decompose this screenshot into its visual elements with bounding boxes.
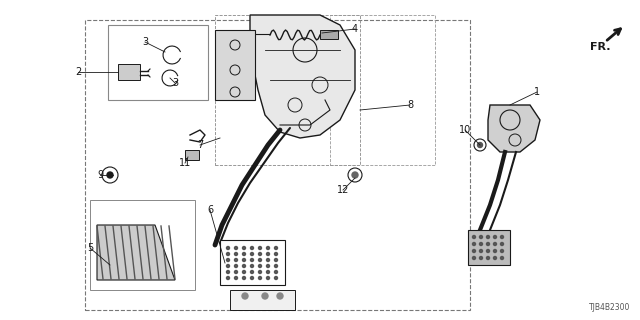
Text: 5: 5 xyxy=(87,243,93,253)
Circle shape xyxy=(266,259,269,261)
Circle shape xyxy=(275,246,278,250)
Circle shape xyxy=(486,257,490,260)
Circle shape xyxy=(227,259,230,261)
Circle shape xyxy=(250,259,253,261)
Circle shape xyxy=(227,265,230,268)
Circle shape xyxy=(259,246,262,250)
Circle shape xyxy=(227,252,230,255)
Text: 2: 2 xyxy=(75,67,81,77)
Text: TJB4B2300: TJB4B2300 xyxy=(589,303,630,312)
Circle shape xyxy=(250,252,253,255)
Circle shape xyxy=(250,276,253,279)
Circle shape xyxy=(250,265,253,268)
Circle shape xyxy=(243,259,246,261)
Circle shape xyxy=(500,236,504,238)
Circle shape xyxy=(259,259,262,261)
Circle shape xyxy=(234,252,237,255)
Circle shape xyxy=(107,172,113,178)
Circle shape xyxy=(234,276,237,279)
Circle shape xyxy=(243,246,246,250)
Bar xyxy=(90,200,195,290)
Circle shape xyxy=(479,236,483,238)
Circle shape xyxy=(472,257,476,260)
Circle shape xyxy=(479,243,483,245)
Polygon shape xyxy=(488,105,540,152)
Circle shape xyxy=(227,270,230,274)
Circle shape xyxy=(234,246,237,250)
Circle shape xyxy=(243,252,246,255)
Circle shape xyxy=(275,252,278,255)
Circle shape xyxy=(500,243,504,245)
Text: 12: 12 xyxy=(337,185,349,195)
Circle shape xyxy=(227,246,230,250)
Text: 6: 6 xyxy=(207,205,213,215)
Bar xyxy=(215,15,360,165)
Circle shape xyxy=(234,265,237,268)
Circle shape xyxy=(243,265,246,268)
Polygon shape xyxy=(230,290,295,310)
Circle shape xyxy=(477,142,483,148)
Circle shape xyxy=(493,236,497,238)
Circle shape xyxy=(243,270,246,274)
Circle shape xyxy=(234,270,237,274)
Text: 1: 1 xyxy=(534,87,540,97)
Text: 3: 3 xyxy=(142,37,148,47)
Circle shape xyxy=(266,276,269,279)
Text: 3: 3 xyxy=(172,78,178,88)
Polygon shape xyxy=(250,15,355,138)
Circle shape xyxy=(266,265,269,268)
Bar xyxy=(320,30,338,39)
Text: FR.: FR. xyxy=(589,42,611,52)
Circle shape xyxy=(266,252,269,255)
Text: 7: 7 xyxy=(197,140,203,150)
Circle shape xyxy=(479,257,483,260)
Circle shape xyxy=(493,250,497,252)
Circle shape xyxy=(500,257,504,260)
Circle shape xyxy=(500,250,504,252)
Polygon shape xyxy=(97,225,175,280)
Circle shape xyxy=(227,276,230,279)
Circle shape xyxy=(243,276,246,279)
Circle shape xyxy=(486,250,490,252)
Bar xyxy=(108,25,208,100)
Text: 8: 8 xyxy=(407,100,413,110)
Circle shape xyxy=(266,270,269,274)
Circle shape xyxy=(275,276,278,279)
Polygon shape xyxy=(215,30,255,100)
Circle shape xyxy=(262,293,268,299)
Circle shape xyxy=(242,293,248,299)
Circle shape xyxy=(493,243,497,245)
Polygon shape xyxy=(220,240,285,285)
Circle shape xyxy=(259,276,262,279)
Circle shape xyxy=(486,236,490,238)
Bar xyxy=(118,64,140,80)
Circle shape xyxy=(275,265,278,268)
Circle shape xyxy=(250,246,253,250)
Circle shape xyxy=(275,270,278,274)
Circle shape xyxy=(275,259,278,261)
Circle shape xyxy=(479,250,483,252)
Circle shape xyxy=(259,252,262,255)
Text: 11: 11 xyxy=(179,158,191,168)
Circle shape xyxy=(472,243,476,245)
Circle shape xyxy=(266,246,269,250)
Circle shape xyxy=(259,270,262,274)
Circle shape xyxy=(486,243,490,245)
Bar xyxy=(330,15,435,165)
Polygon shape xyxy=(468,230,510,265)
Circle shape xyxy=(472,236,476,238)
Circle shape xyxy=(250,270,253,274)
Text: 9: 9 xyxy=(97,170,103,180)
Circle shape xyxy=(472,250,476,252)
Circle shape xyxy=(234,259,237,261)
Bar xyxy=(185,150,199,160)
Circle shape xyxy=(259,265,262,268)
Circle shape xyxy=(277,293,283,299)
Circle shape xyxy=(352,172,358,178)
Text: 10: 10 xyxy=(459,125,471,135)
Bar xyxy=(85,20,470,310)
Text: 4: 4 xyxy=(352,24,358,34)
Circle shape xyxy=(493,257,497,260)
